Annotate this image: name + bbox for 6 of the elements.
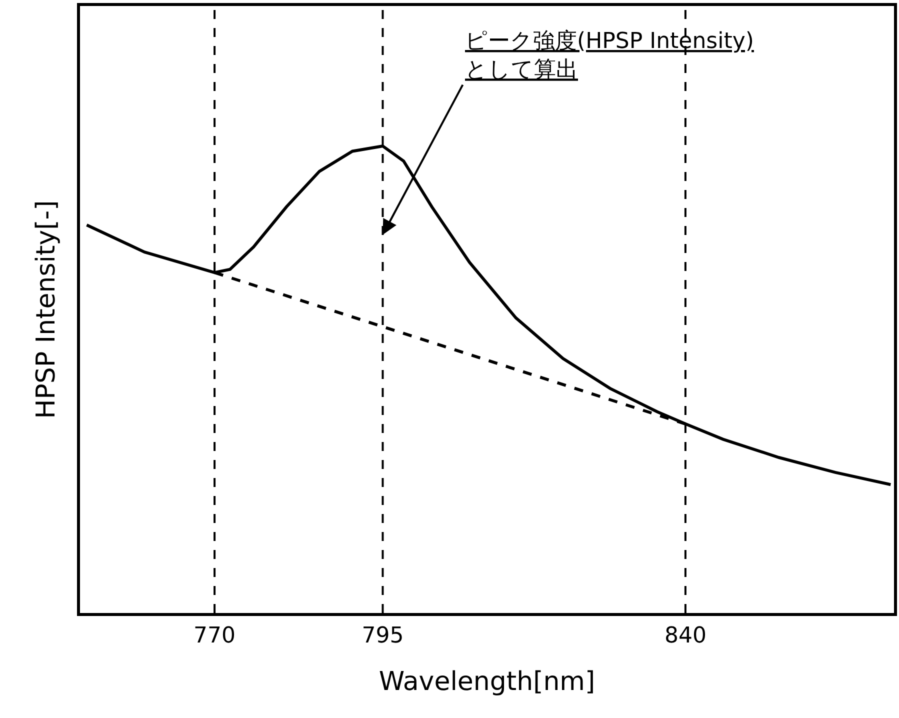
x-tick-label: 840 [664,623,706,648]
x-tick-label: 795 [362,623,404,648]
x-axis-title: Wavelength[nm] [378,667,596,698]
x-tick-label: 770 [194,623,236,648]
annotation: ピーク強度(HPSP Intensity) として算出 [465,29,754,83]
y-axis-title: HPSP Intensity[-] [31,200,62,419]
